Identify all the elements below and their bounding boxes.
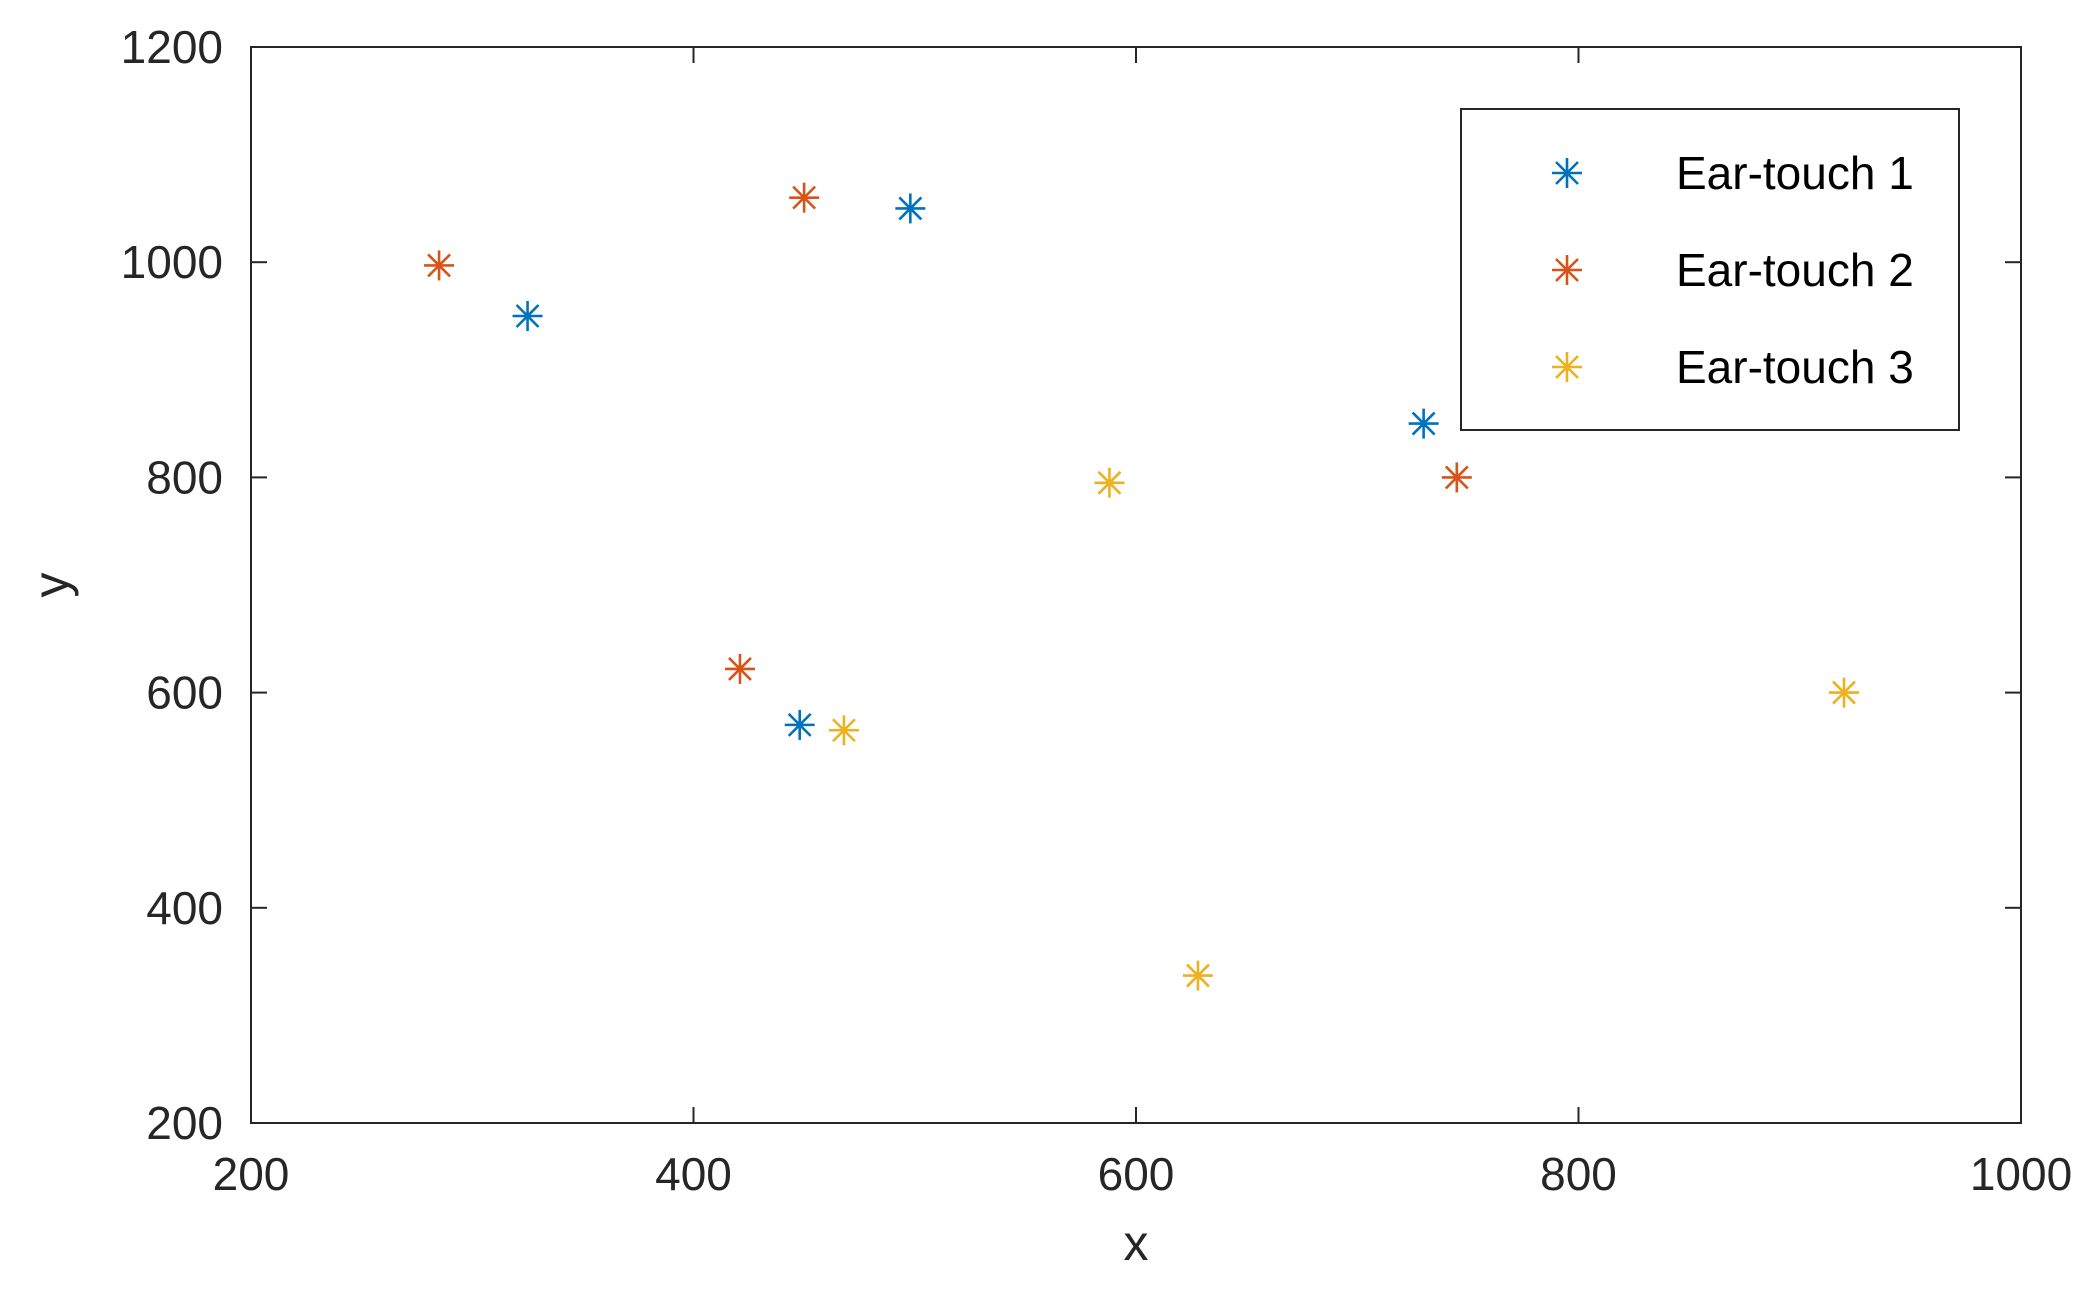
y-tick-label: 1200	[121, 21, 223, 73]
legend: Ear-touch 1 Ear-touch 2 Ear-touch 3	[1460, 108, 1960, 431]
x-tick-label: 600	[1098, 1148, 1175, 1200]
data-point-series-3	[1182, 960, 1213, 991]
y-tick-label: 400	[146, 882, 223, 934]
data-point-series-1	[784, 709, 815, 740]
y-axis-label: y	[23, 573, 79, 598]
x-axis-label: x	[1124, 1215, 1149, 1271]
data-point-series-1	[512, 301, 543, 331]
x-tick-label: 400	[655, 1148, 732, 1200]
y-tick-label: 600	[146, 667, 223, 719]
legend-marker-2	[1552, 255, 1582, 285]
x-tick-label: 800	[1540, 1148, 1617, 1200]
y-tick-label: 200	[146, 1097, 223, 1149]
legend-label-3: Ear-touch 3	[1676, 341, 1914, 393]
data-points	[424, 182, 1859, 991]
axis-ticks	[250, 46, 2022, 1124]
axis-tick-labels: 200 400 600 800 1000 200 400 600 800 1000 1200	[121, 21, 2073, 1200]
legend-box	[1460, 108, 1960, 431]
data-point-series-1	[1408, 408, 1439, 439]
data-point-series-3	[828, 715, 859, 746]
data-point-series-2	[724, 653, 755, 684]
data-point-series-3	[1829, 677, 1859, 708]
data-point-series-3	[1094, 467, 1125, 498]
data-point-series-1	[895, 193, 926, 224]
legend-label-2: Ear-touch 2	[1676, 244, 1914, 296]
data-point-series-2	[789, 182, 820, 213]
legend-label-1: Ear-touch 1	[1676, 147, 1914, 199]
x-tick-label: 200	[213, 1148, 290, 1200]
data-point-series-2	[1441, 462, 1472, 493]
y-tick-label: 1000	[121, 236, 223, 288]
legend-marker-3	[1552, 352, 1582, 382]
y-tick-label: 800	[146, 451, 223, 503]
legend-marker-1	[1552, 158, 1582, 188]
x-tick-label: 1000	[1970, 1148, 2072, 1200]
data-point-series-2	[424, 250, 455, 281]
